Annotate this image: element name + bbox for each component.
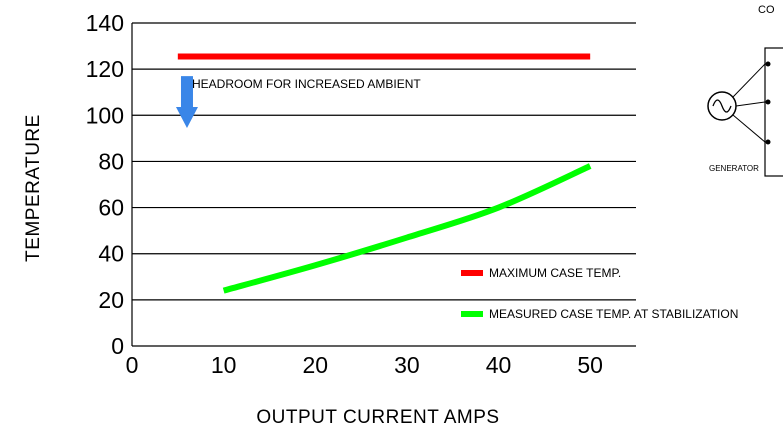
y-axis-title: TEMPERATURE	[23, 114, 44, 262]
legend-swatch-measured-case-temp	[461, 311, 483, 317]
x-tick-labels: 0 10 20 30 40 50	[126, 352, 603, 378]
x-tick-label: 10	[211, 352, 237, 378]
diagram-wire	[732, 114, 766, 143]
y-tick-label: 40	[98, 241, 124, 267]
x-tick-label: 0	[126, 352, 139, 378]
generator-label: GENERATOR	[709, 164, 759, 173]
y-tick-label: 120	[86, 56, 124, 82]
series-lines	[177, 53, 592, 294]
headroom-arrow-icon	[175, 76, 198, 128]
y-tick-label: 140	[86, 10, 124, 36]
sine-wave-icon	[712, 99, 732, 113]
terminal-dot	[765, 99, 771, 105]
y-tick-label: 0	[111, 333, 124, 359]
legend-label-max-case-temp: MAXIMUM CASE TEMP.	[489, 266, 621, 280]
measured-case-temp-line	[222, 163, 592, 294]
legend-swatch-max-case-temp	[461, 270, 483, 276]
x-tick-label: 40	[486, 352, 512, 378]
legend: MAXIMUM CASE TEMP. MEASURED CASE TEMP. A…	[461, 266, 738, 321]
terminal-dot	[765, 139, 771, 145]
diagram-wire	[735, 101, 766, 107]
x-tick-label: 50	[577, 352, 603, 378]
down-arrow-shape	[175, 76, 198, 128]
y-tick-label: 80	[98, 148, 124, 174]
y-tick-label: 60	[98, 195, 124, 221]
x-tick-label: 20	[302, 352, 328, 378]
corner-label: CO	[758, 4, 775, 16]
x-tick-label: 30	[394, 352, 420, 378]
x-axis-title: OUTPUT CURRENT AMPS	[256, 407, 499, 428]
terminal-dot	[765, 61, 771, 67]
headroom-annotation: HEADROOM FOR INCREASED AMBIENT	[192, 77, 421, 91]
axes	[131, 23, 636, 347]
diagram-box	[764, 47, 783, 177]
generator-diagram: CO GENERATOR	[707, 4, 783, 177]
gridlines	[132, 22, 636, 301]
legend-label-measured-case-temp: MEASURED CASE TEMP. AT STABILIZATION	[489, 307, 738, 321]
y-tick-labels: 0 20 40 60 80 100 120 140	[86, 10, 124, 359]
y-tick-label: 20	[98, 287, 124, 313]
diagram-wire	[732, 63, 766, 98]
y-tick-label: 100	[86, 102, 124, 128]
